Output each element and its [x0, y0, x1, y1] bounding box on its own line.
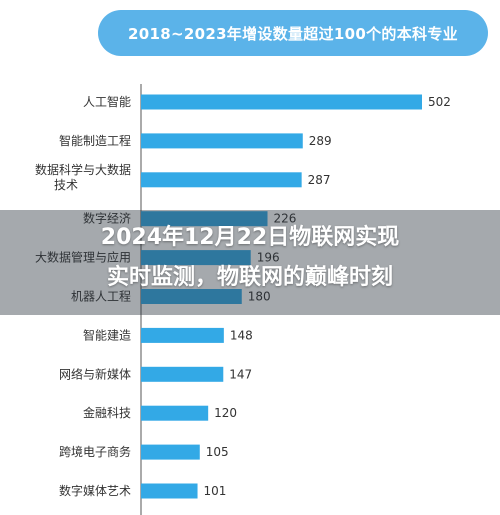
- value-label-6: 148: [230, 328, 253, 342]
- overlay-band: [0, 210, 500, 315]
- category-label-5: 机器人工程: [71, 289, 131, 304]
- bar-7: [141, 366, 224, 382]
- value-label-5: 180: [248, 290, 271, 304]
- category-label-4: 大数据管理与应用: [35, 250, 131, 265]
- bar-6: [141, 327, 224, 343]
- category-label-10: 数字媒体艺术: [59, 483, 131, 498]
- bars-group: 502 人工智能 289 智能制造工程 287 数据科学与大数据技术 226 数字经济 196 大…: [35, 94, 451, 499]
- bar-0: [141, 94, 422, 110]
- category-label-8: 金融科技: [83, 405, 131, 420]
- value-label-2: 287: [308, 173, 331, 187]
- category-label-9: 跨境电子商务: [59, 444, 131, 459]
- bar-2: [141, 172, 302, 188]
- bar-10: [141, 483, 198, 499]
- category-label-0: 人工智能: [83, 94, 131, 109]
- value-label-4: 196: [257, 251, 280, 265]
- overlay-line-1: 2024年12月22日物联网实现: [100, 225, 400, 250]
- bar-3: [141, 211, 268, 227]
- chart-title: 2018~2023年增设数量超过100个的本科专业: [98, 10, 488, 56]
- category-label-1: 智能制造工程: [59, 133, 131, 148]
- overlay-line-2: 实时监测，物联网的巅峰时刻: [106, 265, 393, 290]
- category-label-6: 智能建造: [83, 327, 131, 342]
- overlay-headline: 2024年12月22日物联网实现 实时监测，物联网的巅峰时刻: [0, 218, 500, 308]
- value-label-10: 101: [204, 484, 227, 498]
- bar-1: [141, 133, 303, 149]
- value-label-9: 105: [206, 445, 229, 459]
- bar-4: [141, 250, 251, 266]
- bar-8: [141, 405, 209, 421]
- value-label-7: 147: [229, 367, 252, 381]
- value-label-8: 120: [214, 406, 237, 420]
- bar-9: [141, 444, 200, 460]
- category-label-7: 网络与新媒体: [59, 366, 131, 381]
- category-label-2-line-1: 技术: [54, 178, 78, 192]
- value-label-0: 502: [428, 95, 451, 109]
- category-label-3: 数字经济: [83, 211, 131, 226]
- bar-5: [141, 289, 242, 304]
- value-label-1: 289: [309, 134, 332, 148]
- value-label-3: 226: [274, 212, 297, 226]
- category-label-2-line-0: 数据科学与大数据: [35, 162, 131, 177]
- category-label-2: 数据科学与大数据技术: [35, 162, 131, 192]
